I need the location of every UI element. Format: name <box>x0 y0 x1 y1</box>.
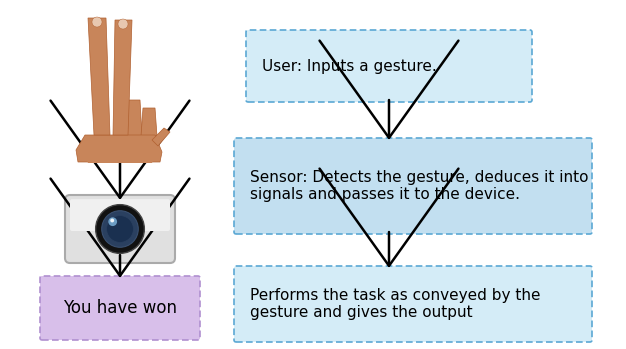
FancyBboxPatch shape <box>234 138 592 234</box>
Polygon shape <box>125 100 142 136</box>
Text: Performs the task as conveyed by the
gesture and gives the output: Performs the task as conveyed by the ges… <box>250 288 540 320</box>
Circle shape <box>92 17 102 27</box>
FancyBboxPatch shape <box>70 199 170 231</box>
Circle shape <box>106 216 133 243</box>
FancyBboxPatch shape <box>65 195 175 263</box>
Circle shape <box>108 217 117 226</box>
Circle shape <box>110 218 114 222</box>
Text: User: Inputs a gesture.: User: Inputs a gesture. <box>262 59 437 74</box>
FancyBboxPatch shape <box>40 276 200 340</box>
Circle shape <box>102 211 138 247</box>
Polygon shape <box>152 128 170 146</box>
Text: Sensor: Detects the gesture, deduces it into
signals and passes it to the device: Sensor: Detects the gesture, deduces it … <box>250 170 588 202</box>
Polygon shape <box>88 18 110 135</box>
Polygon shape <box>141 108 157 136</box>
Circle shape <box>118 19 128 29</box>
Polygon shape <box>76 135 162 162</box>
Polygon shape <box>113 20 132 135</box>
Text: You have won: You have won <box>63 299 177 317</box>
FancyBboxPatch shape <box>234 266 592 342</box>
Polygon shape <box>85 155 155 163</box>
FancyBboxPatch shape <box>246 30 532 102</box>
Circle shape <box>96 205 145 253</box>
